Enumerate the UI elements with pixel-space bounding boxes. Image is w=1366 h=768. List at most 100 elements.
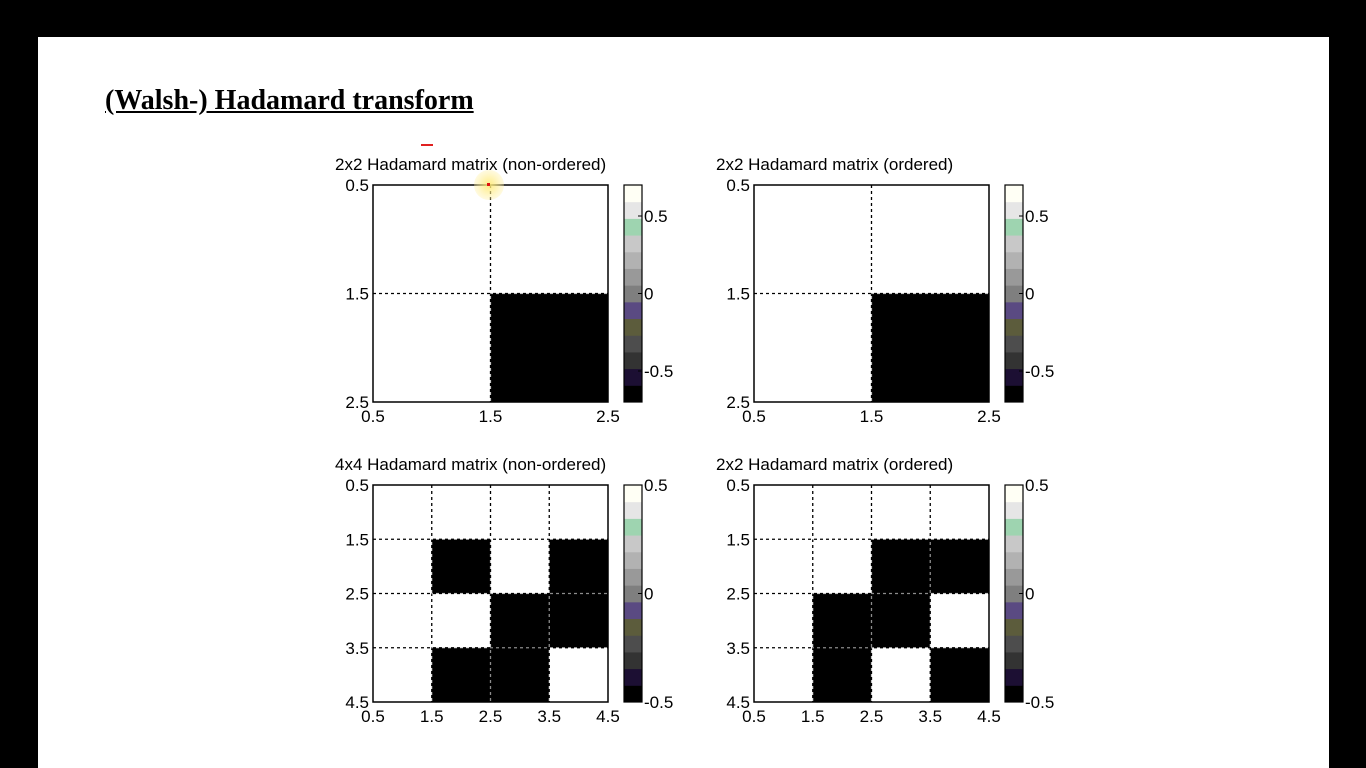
x-tick-label: 4.5 [596, 707, 620, 726]
y-tick-label: 0.5 [726, 476, 750, 495]
y-tick-label: 1.5 [345, 285, 369, 304]
colorbar-segment [624, 385, 642, 403]
x-tick-label: 0.5 [361, 407, 385, 426]
colorbar-segment [1005, 318, 1023, 336]
colorbar-segment [624, 368, 642, 386]
colorbar-segment [624, 318, 642, 336]
x-tick-label: 2.5 [596, 407, 620, 426]
colorbar-segment [624, 201, 642, 219]
colorbar-tick-label: 0 [1025, 285, 1034, 304]
slide: (Walsh-) Hadamard transform 2x2 Hadamard… [38, 37, 1329, 768]
y-tick-label: 0.5 [345, 176, 369, 195]
colorbar-segment [624, 585, 642, 603]
x-tick-label: 3.5 [537, 707, 561, 726]
matrix-cell [754, 485, 814, 540]
matrix-cell [930, 485, 990, 540]
x-tick-label: 3.5 [918, 707, 942, 726]
matrix-cell [871, 593, 931, 649]
colorbar-segment [1005, 668, 1023, 686]
matrix-cell [490, 485, 550, 540]
matrix-cell [373, 485, 433, 540]
x-tick-label: 1.5 [479, 407, 503, 426]
plot-frame [753, 484, 990, 703]
matrix-cell [812, 647, 872, 703]
matrix-cell [490, 593, 550, 649]
y-tick-label: 0.5 [345, 476, 369, 495]
colorbar-segment [624, 485, 642, 503]
y-tick-label: 2.5 [726, 585, 750, 604]
matrix-cell [930, 539, 990, 594]
y-tick-label: 1.5 [726, 530, 750, 549]
x-tick-label: 2.5 [977, 407, 1001, 426]
y-tick-label: 2.5 [345, 393, 369, 412]
y-tick-label: 2.5 [726, 393, 750, 412]
x-tick-label: 1.5 [420, 707, 444, 726]
matrix-cell [373, 293, 491, 403]
colorbar-segment [1005, 651, 1023, 670]
matrix-cell [549, 593, 609, 649]
colorbar-segment [624, 185, 642, 203]
colorbar-segment [1005, 218, 1023, 236]
colorbar-segment [624, 551, 642, 569]
colorbar-segment [1005, 501, 1023, 519]
y-tick-label: 1.5 [345, 530, 369, 549]
matrix-cell [930, 647, 990, 703]
colorbar-segment [624, 601, 642, 620]
chart-title: 2x2 Hadamard matrix (ordered) [716, 155, 953, 174]
colorbar-segment [1005, 251, 1023, 269]
matrix-cell [871, 185, 990, 294]
matrix-cell [490, 293, 609, 403]
chart-title: 2x2 Hadamard matrix (non-ordered) [335, 155, 606, 174]
matrix-cell [490, 185, 609, 294]
colorbar-segment [624, 518, 642, 536]
colorbar-tick-label: 0 [1025, 585, 1034, 604]
matrix-cell [812, 539, 872, 594]
colorbar-segment [1005, 551, 1023, 569]
plot-frame [753, 184, 990, 403]
colorbar-tick-label: -0.5 [1025, 693, 1054, 712]
y-tick-label: 3.5 [726, 639, 750, 658]
y-tick-label: 4.5 [345, 693, 369, 712]
colorbar-tick-label: 0.5 [644, 207, 668, 226]
chart-title: 4x4 Hadamard matrix (non-ordered) [335, 455, 606, 474]
colorbar-segment [1005, 485, 1023, 503]
y-tick-label: 2.5 [345, 585, 369, 604]
colorbar-segment [1005, 368, 1023, 386]
colorbar-segment [624, 535, 642, 553]
colorbar-segment [624, 268, 642, 286]
colorbar-segment [624, 568, 642, 586]
x-tick-label: 0.5 [742, 707, 766, 726]
colorbar-segment [624, 285, 642, 303]
x-tick-label: 4.5 [977, 707, 1001, 726]
panel-3: 4x4 Hadamard matrix (non-ordered) 0.5 1.5 2… [335, 455, 673, 726]
colorbar-segment [624, 335, 642, 353]
matrix-cell [871, 485, 931, 540]
matrix-cell [549, 647, 609, 703]
colorbar-segment [1005, 185, 1023, 203]
x-tick-label: 2.5 [479, 707, 503, 726]
x-tick-label: 1.5 [860, 407, 884, 426]
colorbar-segment [624, 685, 642, 703]
matrix-cell [490, 539, 550, 594]
matrix-cell [373, 647, 433, 703]
x-tick-label: 2.5 [860, 707, 884, 726]
colorbar-segment [624, 635, 642, 653]
y-tick-label: 4.5 [726, 693, 750, 712]
colorbar-segment [1005, 201, 1023, 219]
matrix-cell [490, 647, 550, 703]
colorbar-segment [624, 351, 642, 370]
chart-title: 2x2 Hadamard matrix (ordered) [716, 455, 953, 474]
y-tick-label: 1.5 [726, 285, 750, 304]
matrix-cell [754, 647, 814, 703]
colorbar-tick-label: 0.5 [644, 476, 668, 495]
colorbar-segment [624, 668, 642, 686]
colorbar-segment [1005, 351, 1023, 370]
matrix-cell [930, 593, 990, 649]
colorbar-segment [1005, 568, 1023, 586]
matrix-cell [871, 647, 931, 703]
x-tick-label: 0.5 [742, 407, 766, 426]
matrix-cell [373, 185, 491, 294]
matrix-cell [431, 485, 491, 540]
colorbar-segment [1005, 685, 1023, 703]
matrix-cell [754, 593, 814, 649]
